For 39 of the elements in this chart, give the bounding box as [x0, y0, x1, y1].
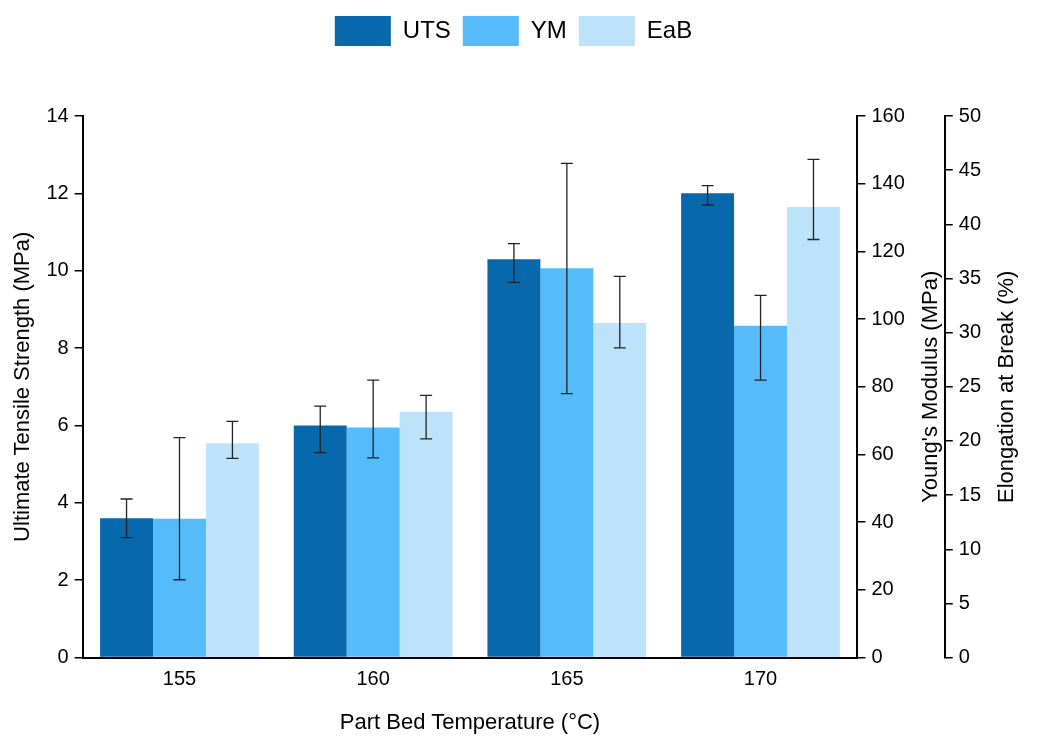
y2-tick-label: 0	[871, 645, 883, 668]
x-tick-label: 160	[356, 667, 390, 690]
y3-axis-title: Elongation at Break (%)	[993, 270, 1019, 503]
y-tick-label: 0	[57, 645, 69, 668]
y3-tick-label: 35	[958, 266, 981, 288]
y-tick-label: 8	[57, 335, 69, 358]
x-tick-label: 165	[550, 667, 584, 690]
y2-tick-label: 20	[871, 577, 894, 600]
y3-tick-label: 40	[958, 211, 981, 234]
y2-tick-label: 160	[871, 103, 905, 126]
y3-tick-label: 0	[958, 645, 970, 668]
y2-tick-label: 140	[871, 171, 905, 194]
y-tick-label: 12	[46, 180, 69, 203]
x-axis-title: Part Bed Temperature (°C)	[339, 708, 601, 734]
x-tick-label: 170	[743, 667, 778, 690]
y-tick-label: 2	[57, 567, 69, 590]
y-tick-label: 4	[57, 490, 69, 513]
y-tick-label: 10	[46, 258, 69, 281]
y2-tick-label: 40	[871, 509, 894, 532]
y3-tick-label: 10	[958, 536, 981, 559]
y-axis-title: Ultimate Tensile Strength (MPa)	[9, 231, 35, 542]
y3-tick-label: 50	[958, 103, 981, 126]
x-tick-label: 155	[162, 667, 197, 690]
y2-tick-label: 80	[871, 374, 894, 397]
y3-tick-label: 5	[958, 590, 970, 613]
y-tick-label: 14	[46, 103, 69, 126]
y3-tick-label: 20	[958, 428, 981, 451]
y2-tick-label: 100	[871, 306, 905, 329]
legend-label: UTS	[402, 15, 451, 43]
y2-axis-title: Young's Modulus (MPa)	[916, 270, 942, 503]
y3-tick-label: 30	[958, 320, 981, 343]
y2-tick-label: 120	[871, 238, 905, 261]
y3-tick-label: 25	[958, 374, 981, 397]
legend-label: YM	[530, 15, 567, 43]
legend-label: EaB	[646, 15, 693, 43]
y2-tick-label: 60	[871, 442, 894, 465]
y3-tick-label: 45	[958, 157, 981, 180]
y3-tick-label: 15	[958, 482, 981, 505]
y-tick-label: 6	[57, 413, 69, 435]
